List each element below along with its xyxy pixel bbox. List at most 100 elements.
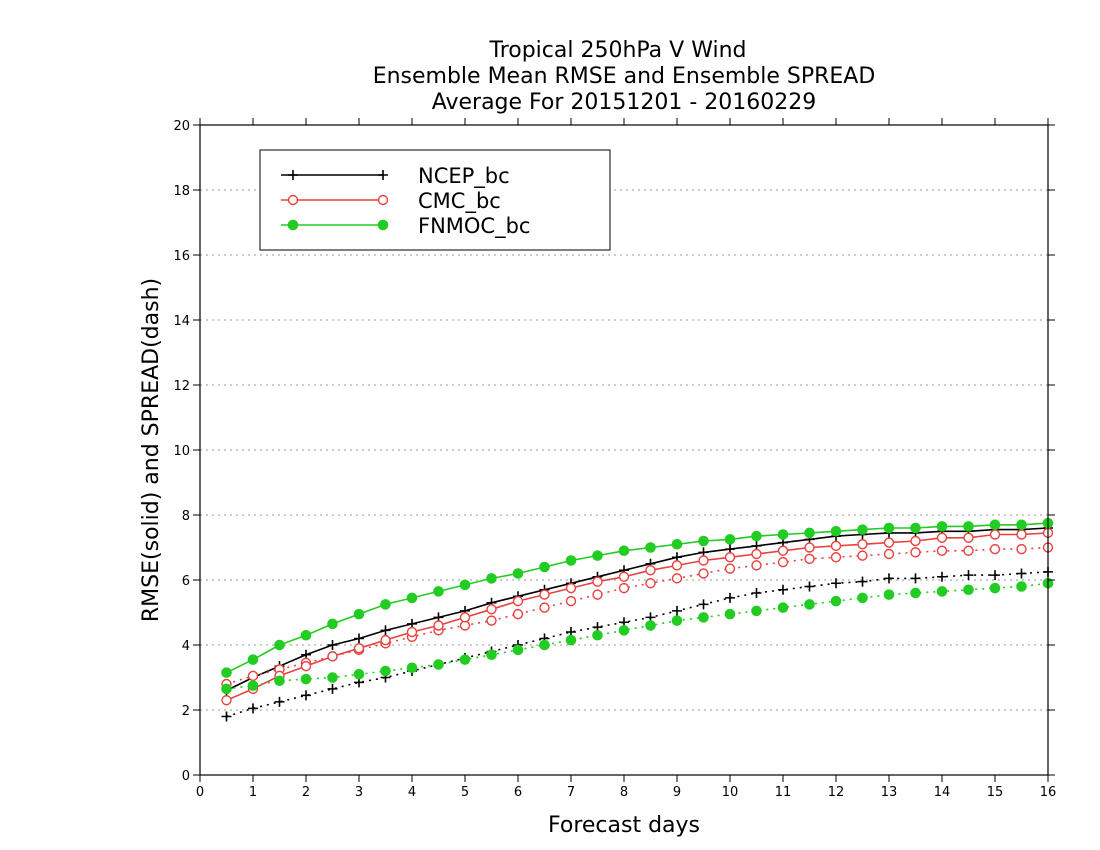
x-tick-label: 10 bbox=[722, 785, 739, 800]
fnmoc-bc-rmse-point bbox=[963, 521, 974, 532]
y-tick-label: 4 bbox=[182, 639, 190, 654]
fnmoc-bc-spread-point bbox=[751, 605, 762, 617]
y-tick-label: 8 bbox=[182, 509, 190, 524]
x-tick-label: 7 bbox=[567, 785, 575, 800]
x-tick-label: 13 bbox=[881, 785, 898, 800]
cmc-bc-rmse-point bbox=[433, 620, 444, 631]
fnmoc-bc-rmse-point bbox=[936, 521, 948, 532]
ncep-bc-spread-point bbox=[725, 592, 735, 603]
ncep-bc-spread-point bbox=[857, 576, 868, 587]
fnmoc-bc-spread-point bbox=[512, 644, 524, 656]
fnmoc-bc-spread-point bbox=[592, 629, 603, 641]
cmc-bc-rmse-point bbox=[910, 535, 921, 547]
cmc-bc-spread-point bbox=[1016, 543, 1027, 555]
y-tick-label: 6 bbox=[182, 574, 190, 589]
cmc-bc-rmse-point bbox=[989, 529, 1001, 540]
ncep-bc-rmse-point bbox=[380, 625, 391, 636]
fnmoc-bc-rmse-point bbox=[327, 618, 338, 630]
x-tick-label: 3 bbox=[355, 785, 363, 800]
cmc-bc-rmse-line bbox=[226, 532, 1049, 702]
cmc-bc-spread-point bbox=[857, 550, 868, 561]
cmc-bc-spread-point bbox=[565, 595, 577, 607]
ncep-bc-spread-point bbox=[831, 578, 841, 589]
legend-ncep-bc-label: NCEP_bc bbox=[418, 164, 510, 189]
cmc-bc-rmse-point bbox=[671, 560, 683, 571]
fnmoc-bc-rmse-point bbox=[645, 542, 656, 553]
legend-fnmoc-bc-marker bbox=[287, 219, 299, 231]
cmc-bc-rmse-point bbox=[857, 539, 868, 550]
fnmoc-bc-spread-point bbox=[433, 659, 444, 670]
cmc-bc-spread-point bbox=[671, 573, 683, 584]
fnmoc-bc-spread-point bbox=[565, 634, 577, 646]
y-tick-label: 10 bbox=[173, 444, 190, 459]
ncep-bc-spread-point bbox=[804, 581, 815, 592]
fnmoc-bc-spread-point bbox=[804, 599, 815, 610]
fnmoc-bc-rmse-point bbox=[433, 586, 444, 597]
fnmoc-bc-spread-point bbox=[671, 615, 683, 626]
fnmoc-bc-spread-point bbox=[777, 602, 789, 613]
legend-ncep-bc-marker bbox=[378, 170, 388, 180]
fnmoc-bc-spread-point bbox=[406, 662, 418, 674]
fnmoc-bc-rmse-line bbox=[226, 522, 1049, 674]
ncep-bc-spread-point bbox=[221, 711, 232, 722]
ncep-bc-spread-point bbox=[990, 570, 1000, 581]
ncep-bc-spread-point bbox=[963, 570, 974, 581]
legend-cmc-bc-marker bbox=[377, 194, 389, 206]
cmc-bc-rmse-point bbox=[936, 532, 948, 543]
cmc-bc-rmse-point bbox=[300, 660, 312, 672]
ncep-bc-spread-point bbox=[301, 690, 311, 701]
cmc-bc-rmse-point bbox=[512, 595, 524, 607]
cmc-bc-spread-point bbox=[698, 568, 709, 579]
ncep-bc-spread-line bbox=[226, 571, 1049, 718]
cmc-bc-rmse-point bbox=[645, 565, 656, 576]
x-tick-label: 5 bbox=[461, 785, 469, 800]
x-tick-label: 8 bbox=[620, 785, 628, 800]
cmc-bc-rmse-point bbox=[618, 571, 630, 582]
legend-fnmoc-bc-marker bbox=[377, 219, 389, 231]
fnmoc-bc-spread-point bbox=[910, 587, 921, 599]
cmc-bc-rmse-point bbox=[353, 643, 365, 654]
x-tick-label: 12 bbox=[828, 785, 845, 800]
cmc-bc-spread-point bbox=[618, 582, 630, 594]
cmc-bc-rmse-point bbox=[883, 537, 895, 548]
cmc-bc-spread-point bbox=[883, 548, 895, 560]
y-tick-label: 18 bbox=[173, 184, 190, 199]
cmc-bc-rmse-point bbox=[592, 576, 603, 587]
fnmoc-bc-rmse-point bbox=[1016, 519, 1027, 531]
fnmoc-bc-rmse-point bbox=[539, 561, 550, 573]
x-tick-label: 6 bbox=[514, 785, 522, 800]
cmc-bc-spread-point bbox=[539, 602, 550, 613]
fnmoc-bc-rmse-point bbox=[512, 568, 524, 579]
fnmoc-bc-spread-point bbox=[221, 683, 232, 695]
cmc-bc-rmse-point bbox=[804, 542, 815, 553]
ncep-bc-spread-point bbox=[248, 703, 258, 714]
fnmoc-bc-rmse-point bbox=[353, 608, 365, 620]
fnmoc-bc-rmse-point bbox=[910, 522, 921, 534]
chart-title-line-3: Average For 20151201 - 20160229 bbox=[432, 90, 817, 115]
cmc-bc-spread-point bbox=[645, 578, 656, 589]
chart-title-line-1: Tropical 250hPa V Wind bbox=[488, 38, 746, 63]
fnmoc-bc-rmse-point bbox=[804, 527, 815, 539]
cmc-bc-spread-point bbox=[936, 545, 948, 556]
ncep-bc-rmse-line bbox=[226, 527, 1049, 692]
cmc-bc-spread-point bbox=[486, 615, 497, 626]
y-tick-label: 20 bbox=[173, 119, 190, 134]
fnmoc-bc-spread-point bbox=[724, 608, 736, 620]
cmc-bc-spread-point bbox=[724, 563, 736, 574]
fnmoc-bc-rmse-point bbox=[247, 654, 259, 665]
fnmoc-bc-rmse-point bbox=[989, 519, 1001, 531]
cmc-bc-rmse-point bbox=[565, 582, 577, 594]
ncep-bc-spread-point bbox=[1016, 568, 1027, 579]
ncep-bc-spread-point bbox=[751, 588, 762, 598]
y-tick-label: 2 bbox=[182, 704, 190, 719]
ncep-bc-spread-point bbox=[672, 605, 682, 616]
cmc-bc-rmse-point bbox=[539, 589, 550, 600]
fnmoc-bc-spread-point bbox=[936, 586, 948, 597]
fnmoc-bc-spread-point bbox=[645, 620, 656, 631]
cmc-bc-rmse-point bbox=[327, 651, 338, 662]
fnmoc-bc-rmse-point bbox=[274, 639, 285, 651]
legend-fnmoc-bc-label: FNMOC_bc bbox=[418, 214, 530, 239]
x-tick-label: 0 bbox=[196, 785, 204, 800]
